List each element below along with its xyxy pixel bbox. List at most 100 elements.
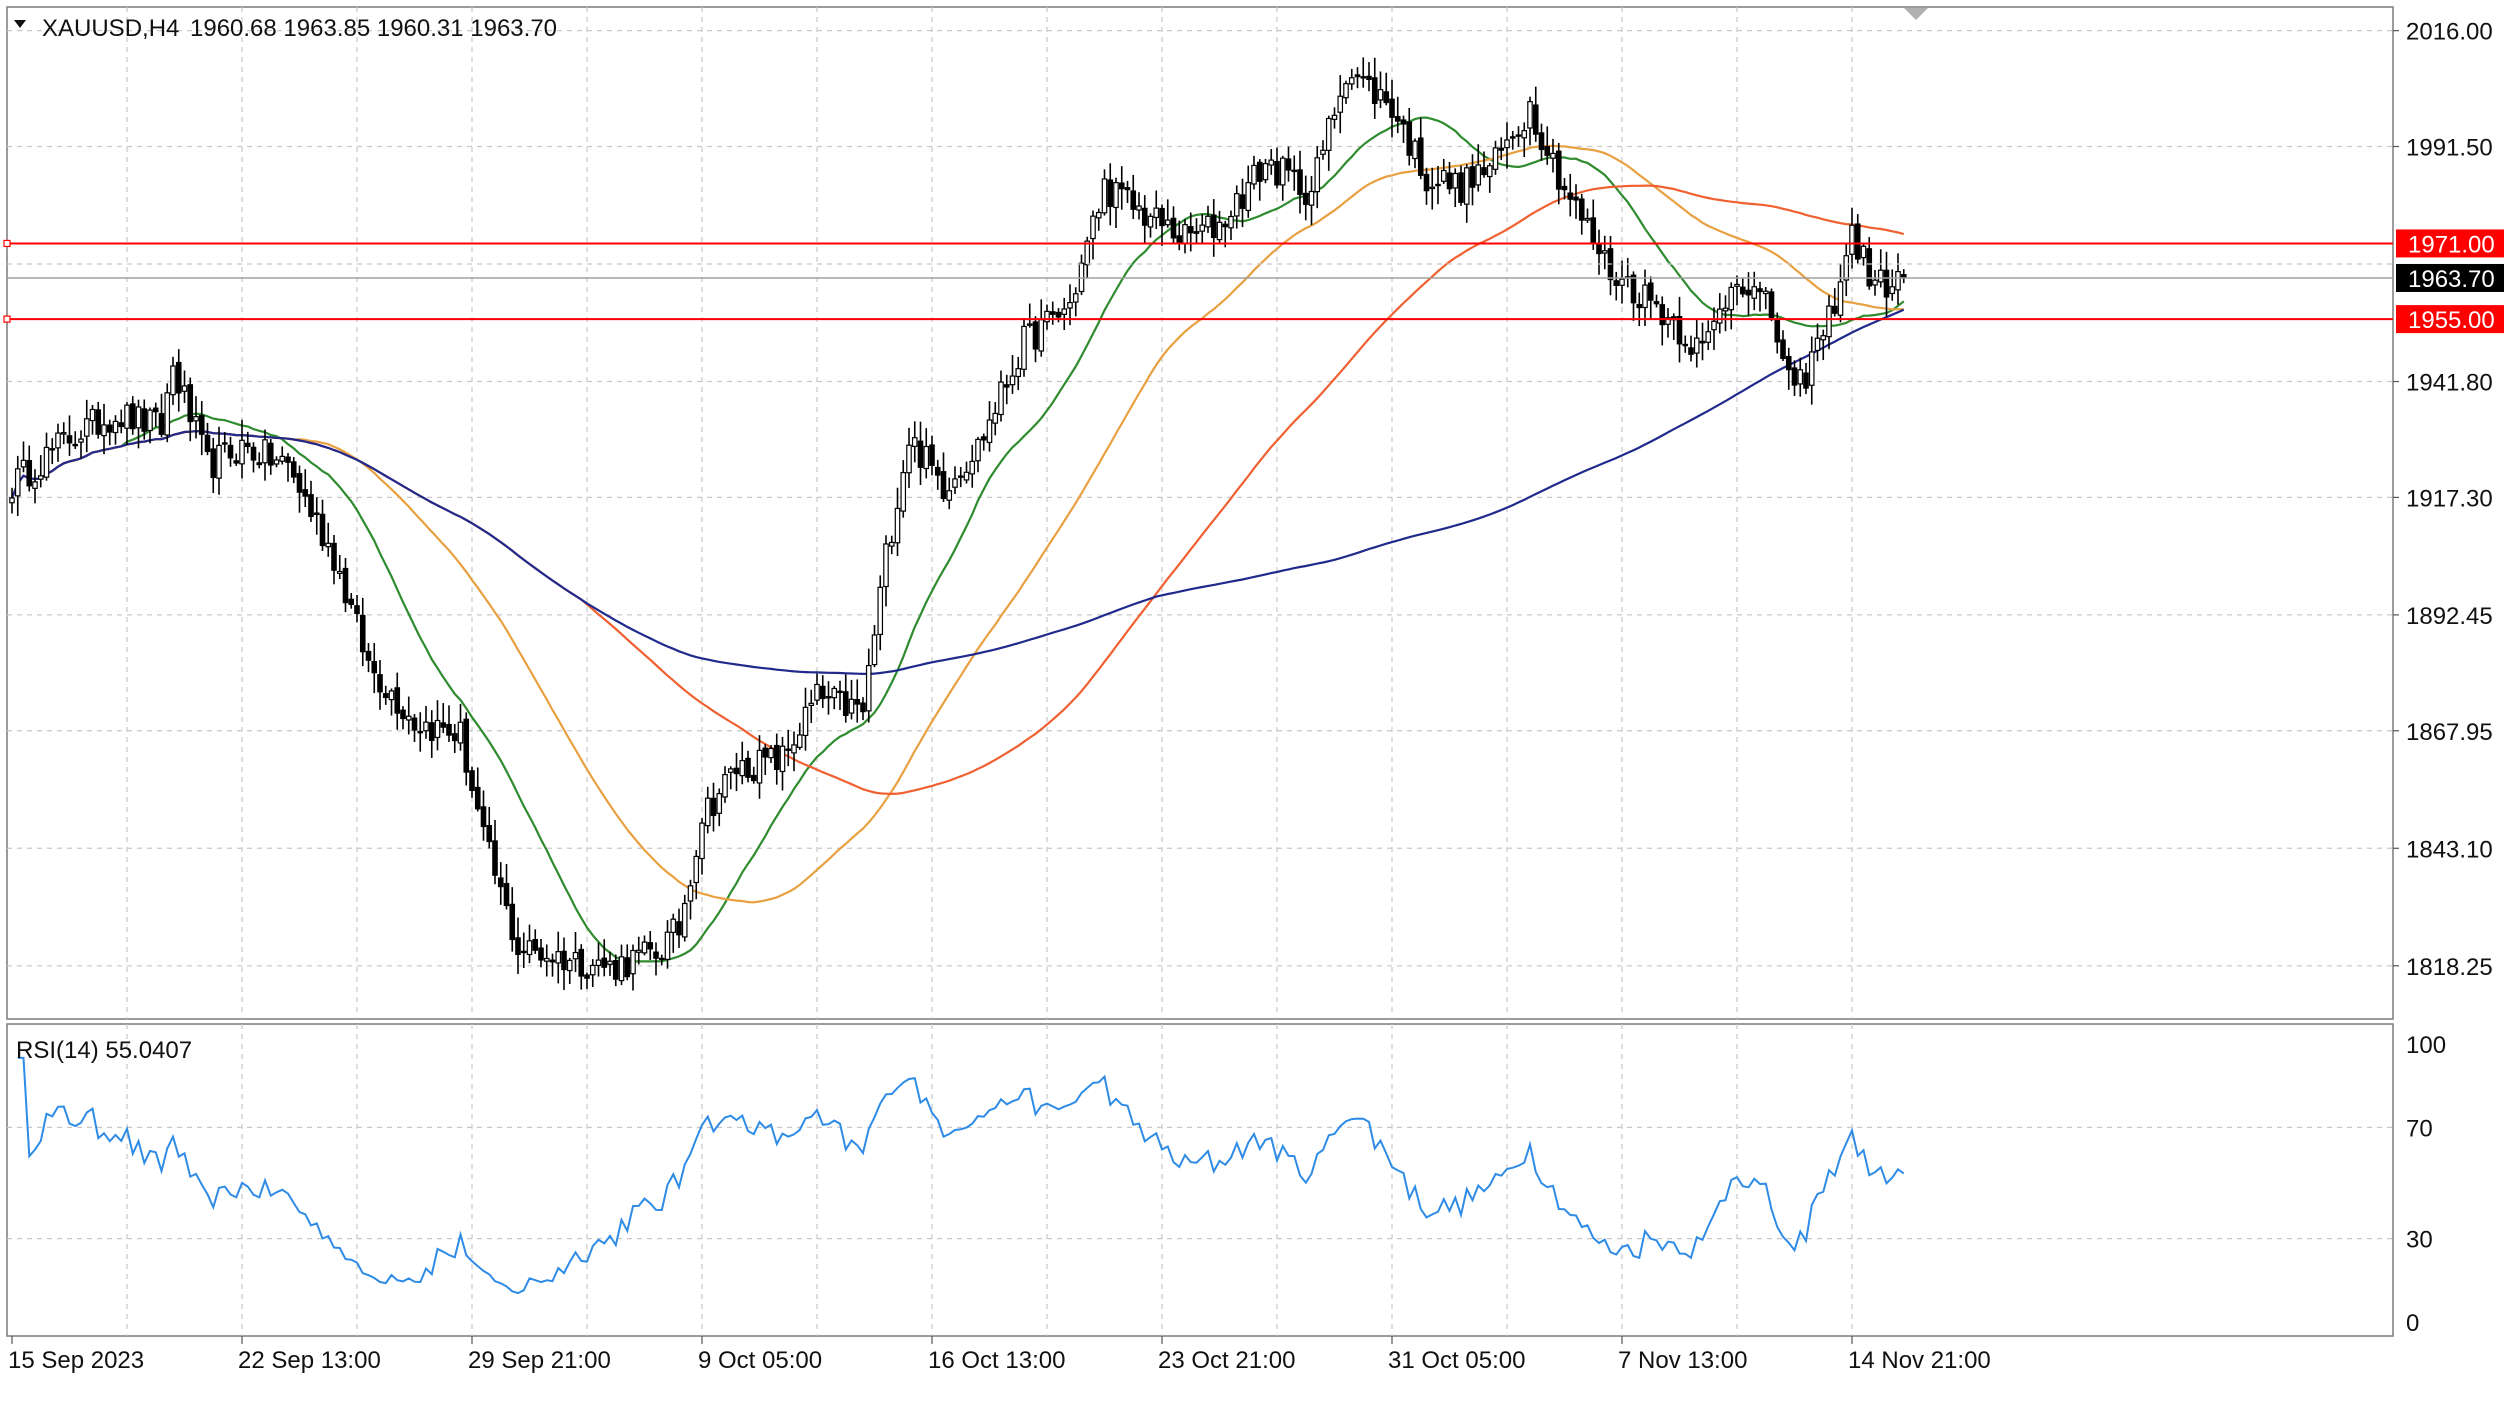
candle xyxy=(342,558,349,613)
candle-body xyxy=(319,513,326,547)
candle-body xyxy=(1360,76,1367,79)
candle-body xyxy=(296,473,303,493)
candle xyxy=(779,736,786,791)
candle-body xyxy=(371,660,378,674)
candle xyxy=(1343,80,1349,104)
candle-body xyxy=(710,797,717,817)
candle-body xyxy=(463,718,470,773)
candle xyxy=(377,660,383,710)
price-tick-label: 1843.10 xyxy=(2406,836,2493,863)
candle xyxy=(1147,213,1154,238)
candle xyxy=(198,401,205,456)
candle-body xyxy=(1262,163,1269,181)
candle xyxy=(1757,281,1763,312)
candle xyxy=(1521,122,1528,158)
candle-body xyxy=(342,567,349,604)
candle-body xyxy=(302,489,309,497)
candle xyxy=(1688,335,1694,362)
candle xyxy=(233,453,240,466)
candle xyxy=(952,466,958,495)
candle-body xyxy=(814,683,820,701)
candle-body xyxy=(526,940,533,956)
candle-body xyxy=(641,941,648,954)
candle-body xyxy=(106,424,113,433)
candle xyxy=(555,931,562,984)
candle-body xyxy=(1130,190,1137,210)
candle xyxy=(1469,154,1476,206)
candle xyxy=(1101,169,1108,216)
candle-body xyxy=(1417,137,1424,176)
candle xyxy=(1429,167,1436,210)
candle xyxy=(1170,206,1177,243)
time-tick-label: 9 Oct 05:00 xyxy=(698,1347,822,1374)
candle-body xyxy=(1463,167,1470,205)
candle-body xyxy=(227,444,234,459)
candle xyxy=(428,710,435,758)
rsi-panel[interactable] xyxy=(6,1023,2394,1337)
candle-body xyxy=(1049,311,1056,315)
candle-body xyxy=(549,959,556,963)
candle xyxy=(1262,158,1269,184)
candle xyxy=(1843,244,1850,297)
candle xyxy=(865,648,872,723)
candle xyxy=(883,535,889,607)
candle-body xyxy=(1429,186,1436,190)
candle-body xyxy=(929,444,935,466)
candle-body xyxy=(497,877,504,888)
candle-body xyxy=(1636,303,1643,309)
candle-body xyxy=(1843,255,1850,281)
candle xyxy=(1159,204,1165,246)
candle xyxy=(842,674,849,723)
candle xyxy=(1653,294,1660,308)
candle-body xyxy=(1630,274,1637,304)
candle-body xyxy=(348,598,355,606)
candle xyxy=(1854,214,1861,264)
candle xyxy=(1642,269,1648,326)
candle-body xyxy=(1297,169,1303,195)
candle-body xyxy=(1527,101,1533,129)
candle-body xyxy=(244,442,251,448)
candle-body xyxy=(1400,119,1407,125)
candle-body xyxy=(1377,89,1384,101)
candle xyxy=(244,431,251,454)
candle xyxy=(1090,210,1096,260)
dropdown-icon[interactable] xyxy=(14,20,26,28)
candle xyxy=(630,944,636,991)
candle-body xyxy=(1860,245,1867,259)
candle-body xyxy=(722,774,728,798)
candle-body xyxy=(198,415,205,435)
candle-body xyxy=(750,774,757,782)
candle xyxy=(262,429,268,481)
candle xyxy=(1877,249,1884,288)
candle-body xyxy=(1153,207,1160,219)
candle xyxy=(618,944,625,986)
price-panel[interactable] xyxy=(6,6,2394,1020)
candle-body xyxy=(1394,116,1401,122)
candle-body xyxy=(1141,207,1148,226)
candle xyxy=(1187,212,1194,252)
candle-body xyxy=(894,507,901,544)
candle xyxy=(957,467,964,488)
candle xyxy=(135,399,142,449)
candle xyxy=(95,401,102,439)
candle-body xyxy=(595,959,602,967)
candle-body xyxy=(1101,178,1108,214)
candle xyxy=(1561,177,1568,200)
candle xyxy=(940,452,947,502)
candle-body xyxy=(1751,286,1758,299)
candle-body xyxy=(1222,223,1229,228)
candle-body xyxy=(451,733,458,742)
scroll-marker-icon[interactable] xyxy=(1904,8,1928,20)
candle-body xyxy=(1866,248,1873,287)
candle xyxy=(256,452,263,469)
candle-body xyxy=(1653,301,1660,305)
candle xyxy=(1613,271,1620,301)
candle-body xyxy=(1343,83,1349,99)
candle xyxy=(1665,308,1671,338)
candle-body xyxy=(1682,343,1689,347)
candle xyxy=(750,766,757,784)
candle-body xyxy=(1538,132,1545,151)
candle-body xyxy=(572,951,579,960)
candle xyxy=(681,894,688,942)
ohlc-header: 1960.68 1963.85 1960.31 1963.70 xyxy=(190,15,557,42)
